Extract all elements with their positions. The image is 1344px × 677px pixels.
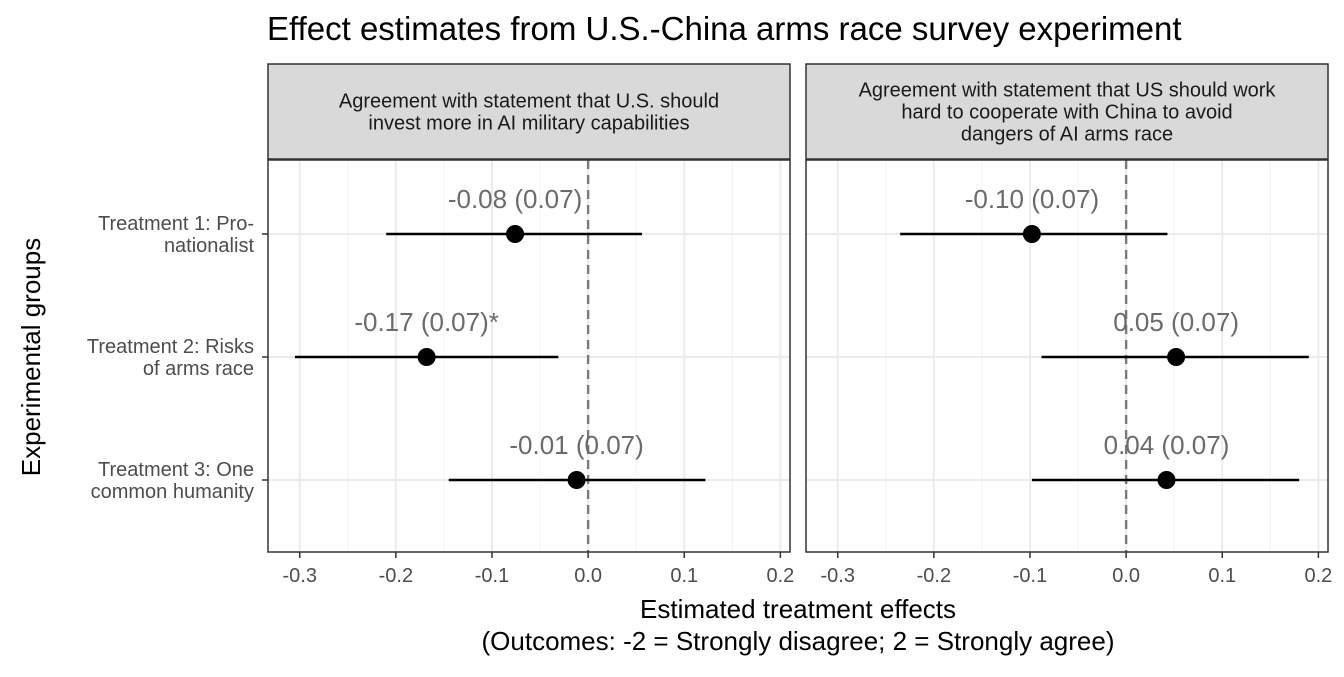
point-estimate: [417, 348, 436, 366]
y-tick-label: common humanity: [91, 481, 254, 503]
facet-strip-label: Agreement with statement that U.S. shoul…: [339, 91, 719, 113]
estimate-label: 0.04 (0.07): [1104, 430, 1230, 460]
x-tick-label: -0.3: [820, 565, 854, 587]
panel-border: [267, 159, 791, 553]
facet-strip: [805, 63, 1329, 160]
estimate-label: -0.08 (0.07): [448, 184, 582, 214]
estimate-label: -0.10 (0.07): [965, 184, 1099, 214]
chart-title: Effect estimates from U.S.-China arms ra…: [267, 10, 1182, 47]
x-tick-label: 0.1: [670, 565, 698, 587]
y-tick-label: Treatment 3: One: [98, 459, 254, 481]
x-tick-label: -0.2: [917, 565, 951, 587]
x-tick-label: 0.1: [1208, 565, 1236, 587]
facet-strip-label: dangers of AI arms race: [961, 124, 1173, 146]
estimate-label: 0.05 (0.07): [1113, 307, 1239, 337]
plot-layer: Agreement with statement that U.S. shoul…: [87, 63, 1332, 587]
point-estimate: [1157, 471, 1176, 489]
x-tick-label: -0.1: [1013, 565, 1047, 587]
panel-border: [805, 159, 1329, 553]
x-axis-subtitle: (Outcomes: -2 = Strongly disagree; 2 = S…: [482, 626, 1115, 656]
point-estimate: [1167, 348, 1186, 366]
x-tick-label: 0.2: [766, 565, 794, 587]
facet-strip-label: hard to cooperate with China to avoid: [901, 102, 1232, 124]
point-estimate: [1022, 225, 1041, 243]
point-estimate: [506, 225, 525, 243]
y-tick-label: Treatment 2: Risks: [87, 336, 254, 358]
x-tick-label: -0.3: [282, 565, 316, 587]
x-tick-label: -0.2: [379, 565, 413, 587]
y-tick-label: Treatment 1: Pro-: [98, 213, 254, 235]
y-axis-title: Experimental groups: [16, 238, 46, 476]
estimate-label: -0.17 (0.07)*: [354, 307, 499, 337]
x-tick-label: 0.2: [1304, 565, 1332, 587]
facet-strip-label: invest more in AI military capabilities: [368, 113, 689, 135]
facet-strip-label: Agreement with statement that US should …: [859, 80, 1277, 102]
point-estimate: [567, 471, 586, 489]
y-tick-label: of arms race: [143, 358, 254, 380]
x-tick-label: -0.1: [475, 565, 509, 587]
estimate-label: -0.01 (0.07): [509, 430, 643, 460]
x-tick-label: 0.0: [1112, 565, 1140, 587]
x-tick-label: 0.0: [574, 565, 602, 587]
y-tick-label: nationalist: [164, 235, 255, 257]
facet-strip: [267, 63, 791, 160]
x-axis-title: Estimated treatment effects: [640, 594, 956, 624]
